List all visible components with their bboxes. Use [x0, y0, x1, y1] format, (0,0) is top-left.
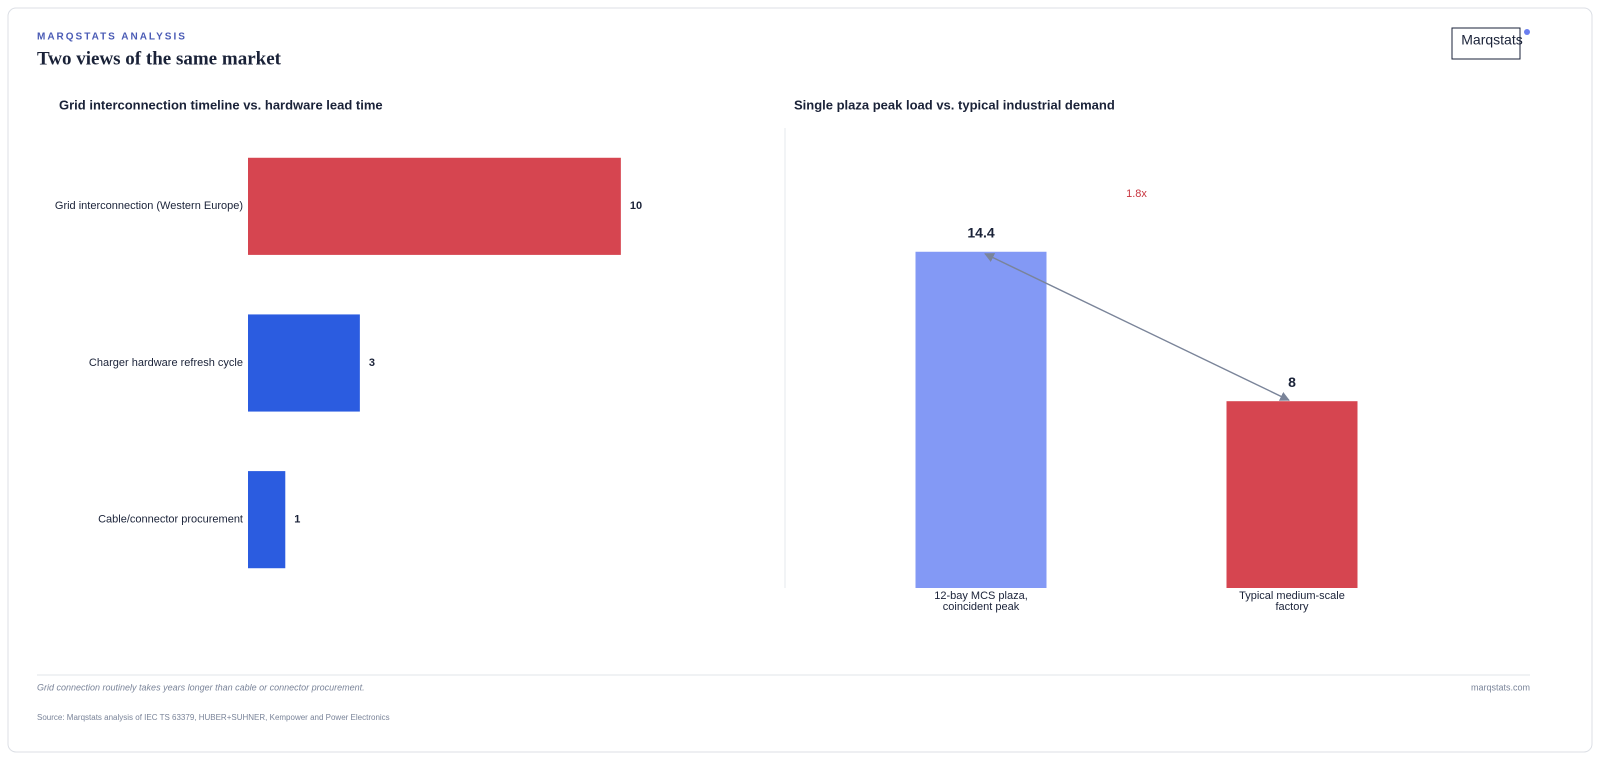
- bar: [248, 157, 621, 255]
- kicker: MARQSTATS ANALYSIS: [37, 32, 187, 43]
- logo: Marqstats: [1461, 32, 1522, 48]
- chart-title: Single plaza peak load vs. typical indus…: [794, 97, 1115, 112]
- footer-site: marqstats.com: [1471, 682, 1530, 692]
- y-tick-label: Grid interconnection (Western Europe): [55, 200, 243, 212]
- card-border: [7, 7, 1593, 753]
- annotation: 1.8x: [1126, 188, 1147, 200]
- ratio-arrow: [984, 253, 1290, 401]
- chart-title: Grid interconnection timeline vs. hardwa…: [59, 97, 383, 112]
- value-label: 10: [630, 200, 642, 212]
- value-label: 3: [369, 357, 375, 369]
- value-label: 14.4: [967, 224, 994, 240]
- x-label-box: 12-bay MCS plaza, coincident peak: [934, 591, 1028, 613]
- x-label-box: Typical medium-scale factory: [1239, 591, 1345, 613]
- bar: [1226, 401, 1358, 588]
- bar: [248, 314, 360, 412]
- bar: [915, 251, 1047, 588]
- logo-box: [1451, 27, 1521, 60]
- footer-note: Grid connection routinely takes years lo…: [37, 682, 365, 692]
- x-tick-label: 12-bay MCS plaza, coincident peak: [934, 591, 1028, 613]
- value-label: 1: [294, 514, 300, 526]
- y-tick-label: Cable/connector procurement: [98, 514, 243, 526]
- logo-dot: [1524, 29, 1530, 35]
- page-title: Two views of the same market: [37, 48, 282, 69]
- x-tick-label: Typical medium-scale factory: [1239, 591, 1345, 613]
- bar: [248, 471, 286, 569]
- source: Source: Marqstats analysis of IEC TS 633…: [37, 713, 390, 722]
- value-label: 8: [1288, 374, 1296, 390]
- y-tick-label: Charger hardware refresh cycle: [89, 357, 243, 369]
